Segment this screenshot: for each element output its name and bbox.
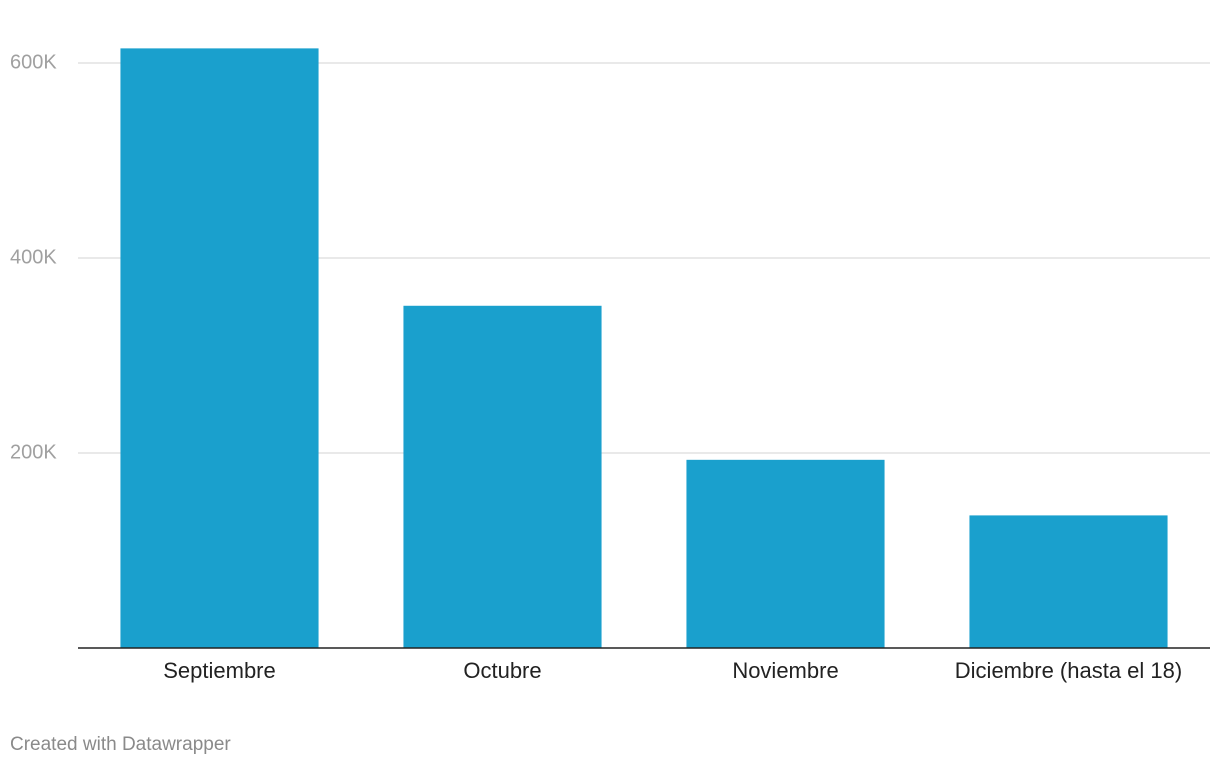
x-tick-label: Noviembre <box>732 658 838 683</box>
y-tick-label: 200K <box>10 441 57 463</box>
bar <box>403 305 602 648</box>
bar <box>969 515 1168 648</box>
x-tick-label: Octubre <box>463 658 541 683</box>
y-tick-label: 400K <box>10 246 57 268</box>
y-tick-label: 600K <box>10 51 57 73</box>
bar <box>686 459 885 648</box>
footer: Created with Datawrapper <box>10 734 231 755</box>
x-tick-label: Diciembre (hasta el 18) <box>955 658 1182 683</box>
bar <box>120 48 319 648</box>
x-tick-label: Septiembre <box>163 658 276 683</box>
